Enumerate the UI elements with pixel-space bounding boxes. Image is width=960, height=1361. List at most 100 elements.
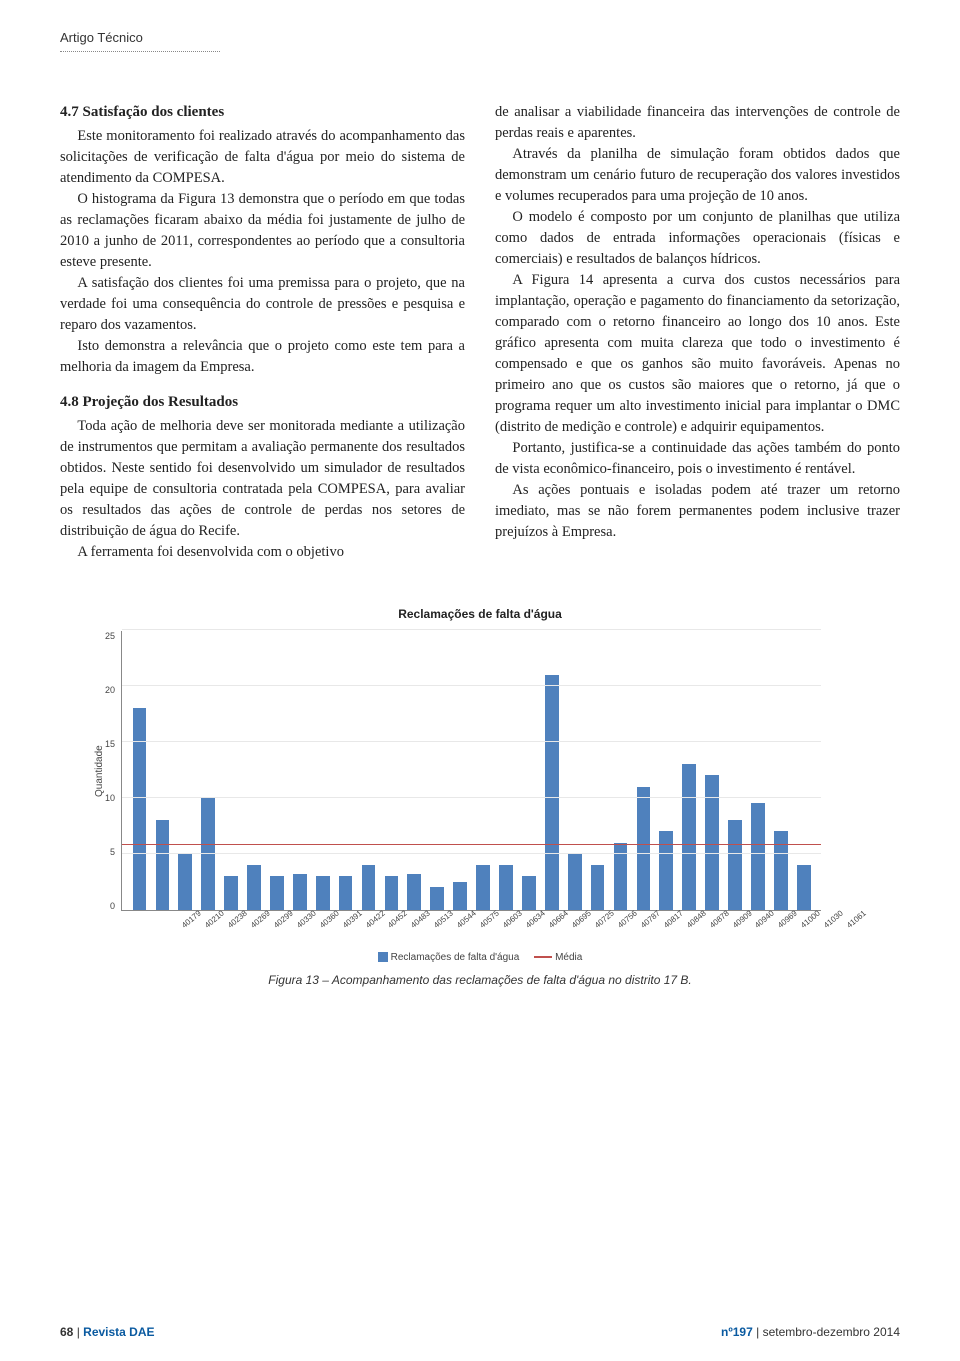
chart-gridline bbox=[122, 629, 821, 630]
chart-bar bbox=[522, 876, 536, 910]
ytick: 5 bbox=[105, 847, 115, 857]
chart-bar bbox=[201, 798, 215, 910]
chart-xtick: 41061 bbox=[845, 908, 868, 930]
figure-caption: Figura 13 – Acompanhamento das reclamaçõ… bbox=[268, 973, 691, 987]
chart-bar bbox=[453, 882, 467, 910]
chart-xtick: 40695 bbox=[570, 908, 593, 930]
chart-plot-area bbox=[121, 631, 821, 911]
chart-legend: Reclamações de falta d'água Média bbox=[90, 952, 870, 963]
chart-bar bbox=[178, 854, 192, 910]
chart-bar bbox=[385, 876, 399, 910]
legend-label-avg: Média bbox=[555, 952, 582, 963]
chart-bar-slot bbox=[472, 631, 495, 910]
legend-swatch-bar bbox=[378, 952, 388, 962]
footer-right: nº197 | setembro-dezembro 2014 bbox=[721, 1325, 900, 1339]
ytick: 0 bbox=[105, 901, 115, 911]
chart-bar bbox=[224, 876, 238, 910]
ytick: 25 bbox=[105, 631, 115, 641]
chart-bar-slot bbox=[243, 631, 266, 910]
chart-bar-slot bbox=[769, 631, 792, 910]
issue-number: nº197 bbox=[721, 1325, 753, 1339]
heading-4-7: 4.7 Satisfação dos clientes bbox=[60, 102, 465, 124]
chart-bar-slot bbox=[197, 631, 220, 910]
chart-bar-slot bbox=[357, 631, 380, 910]
chart-bar bbox=[682, 764, 696, 910]
chart-xtick: 40575 bbox=[478, 908, 501, 930]
chart-bar bbox=[545, 675, 559, 910]
chart-gridline bbox=[122, 853, 821, 854]
chart-xtick: 40756 bbox=[616, 908, 639, 930]
chart-bar bbox=[247, 865, 261, 910]
chart-bar-slot bbox=[701, 631, 724, 910]
paragraph: Toda ação de melhoria deve ser monitorad… bbox=[60, 416, 465, 542]
chart-xtick: 40179 bbox=[180, 908, 203, 930]
ytick: 15 bbox=[105, 739, 115, 749]
ytick: 20 bbox=[105, 685, 115, 695]
footer-sep: | bbox=[753, 1325, 763, 1339]
chart-bar-slot bbox=[220, 631, 243, 910]
chart-bar-slot bbox=[174, 631, 197, 910]
paragraph: Através da planilha de simulação foram o… bbox=[495, 144, 900, 207]
chart-xaxis: 4017940210402384026940299403304036040391… bbox=[170, 911, 870, 924]
chart-gridline bbox=[122, 685, 821, 686]
chart-bar-slot bbox=[334, 631, 357, 910]
chart-bar-slot bbox=[449, 631, 472, 910]
chart-xtick: 40269 bbox=[249, 908, 272, 930]
paragraph: As ações pontuais e isoladas podem até t… bbox=[495, 480, 900, 543]
chart-bar-slot bbox=[678, 631, 701, 910]
chart-bar-slot bbox=[655, 631, 678, 910]
chart-xtick: 40422 bbox=[364, 908, 387, 930]
two-column-body: 4.7 Satisfação dos clientes Este monitor… bbox=[60, 102, 900, 577]
chart-xtick: 40848 bbox=[685, 908, 708, 930]
chart-xtick: 40452 bbox=[386, 908, 409, 930]
chart-bar-slot bbox=[426, 631, 449, 910]
chart-bar-slot bbox=[403, 631, 426, 910]
chart-xtick: 40544 bbox=[455, 908, 478, 930]
chart-xtick: 40391 bbox=[341, 908, 364, 930]
chart-bar bbox=[362, 865, 376, 910]
chart-bar-slot bbox=[540, 631, 563, 910]
chart-xtick: 40513 bbox=[432, 908, 455, 930]
chart-bar bbox=[797, 865, 811, 910]
chart-avg-line bbox=[122, 844, 821, 845]
paragraph: O modelo é composto por um conjunto de p… bbox=[495, 207, 900, 270]
page-footer: 68 | Revista DAE nº197 | setembro-dezemb… bbox=[60, 1325, 900, 1339]
chart-bar-slot bbox=[265, 631, 288, 910]
paragraph: A satisfação dos clientes foi uma premis… bbox=[60, 273, 465, 336]
chart-xtick: 40330 bbox=[295, 908, 318, 930]
chart-bar bbox=[270, 876, 284, 910]
chart-bar-slot bbox=[380, 631, 403, 910]
chart-xtick: 40360 bbox=[318, 908, 341, 930]
chart-container: Reclamações de falta d'água Quantidade 2… bbox=[90, 607, 870, 963]
chart-xtick: 40817 bbox=[662, 908, 685, 930]
chart-bar-slot bbox=[632, 631, 655, 910]
chart-bar bbox=[133, 708, 147, 910]
chart-gridline bbox=[122, 797, 821, 798]
chart-bar bbox=[499, 865, 513, 910]
chart-xtick: 40940 bbox=[753, 908, 776, 930]
chart-bar-slot bbox=[311, 631, 334, 910]
chart-bar-slot bbox=[517, 631, 540, 910]
chart-xtick: 40725 bbox=[593, 908, 616, 930]
legend-label-series: Reclamações de falta d'água bbox=[391, 952, 520, 963]
chart-xtick: 40634 bbox=[524, 908, 547, 930]
chart-bar bbox=[407, 874, 421, 910]
chart-gridline bbox=[122, 741, 821, 742]
chart-bar-slot bbox=[563, 631, 586, 910]
chart-xtick: 40210 bbox=[203, 908, 226, 930]
chart-bar-slot bbox=[128, 631, 151, 910]
column-left: 4.7 Satisfação dos clientes Este monitor… bbox=[60, 102, 465, 577]
legend-line-avg bbox=[534, 956, 552, 958]
footer-left: 68 | Revista DAE bbox=[60, 1325, 155, 1339]
chart-xtick: 41030 bbox=[822, 908, 845, 930]
chart-xtick: 41000 bbox=[799, 908, 822, 930]
section-header: Artigo Técnico bbox=[60, 30, 900, 51]
heading-4-8: 4.8 Projeção dos Resultados bbox=[60, 392, 465, 414]
chart-bar bbox=[476, 865, 490, 910]
chart-xtick: 40238 bbox=[226, 908, 249, 930]
figure-13: Reclamações de falta d'água Quantidade 2… bbox=[60, 607, 900, 987]
column-right: de analisar a viabilidade financeira das… bbox=[495, 102, 900, 577]
chart-bar-slot bbox=[792, 631, 815, 910]
chart-title: Reclamações de falta d'água bbox=[90, 607, 870, 621]
paragraph: Este monitoramento foi realizado através… bbox=[60, 126, 465, 189]
